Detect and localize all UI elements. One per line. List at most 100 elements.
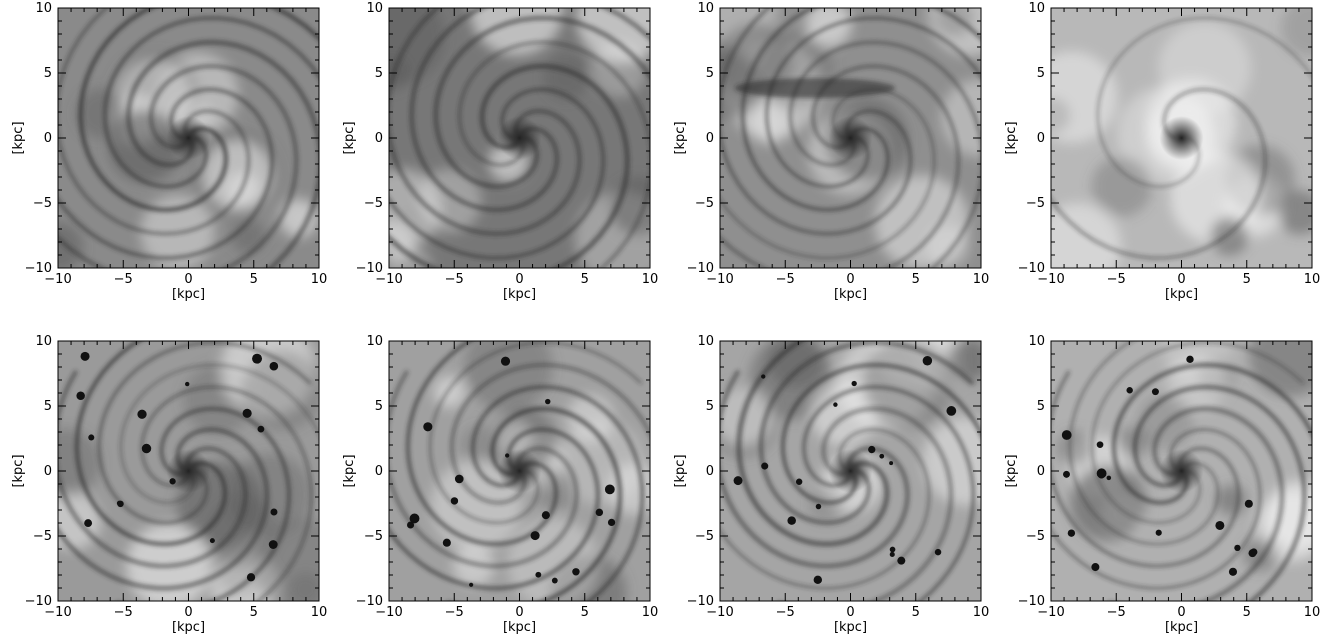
x-tick-label: 5 (250, 272, 258, 287)
x-tick-label: 5 (581, 605, 589, 620)
x-tick-label: −10 (375, 605, 402, 620)
y-tick-label: −10 (25, 594, 52, 609)
panel-p6: −10−10 −5 −5 0 0 5 5 10 10 [kpc] [kpc] (342, 334, 659, 635)
y-tick-label: 5 (1037, 399, 1045, 414)
panel-p4: −10−10 −5 −5 0 0 5 5 10 10 [kpc] [kpc] (1004, 1, 1321, 302)
panel-p7: −10−10 −5 −5 0 0 5 5 10 10 [kpc] [kpc] (673, 334, 990, 635)
x-tick-label: −5 (1107, 272, 1126, 287)
galaxy-image (389, 8, 650, 268)
x-tick-label: −5 (114, 605, 133, 620)
y-tick-label: 10 (366, 1, 383, 16)
y-tick-label: 5 (44, 399, 52, 414)
y-tick-label: 5 (706, 66, 714, 81)
y-tick-label: −10 (687, 261, 714, 276)
x-axis-label: [kpc] (834, 287, 867, 302)
y-tick-label: −10 (1018, 261, 1045, 276)
x-tick-label: 10 (311, 605, 328, 620)
y-tick-label: 10 (1028, 1, 1045, 16)
y-tick-label: −5 (695, 529, 714, 544)
y-tick-label: −10 (356, 261, 383, 276)
x-tick-label: 5 (912, 272, 920, 287)
x-tick-label: 0 (184, 605, 192, 620)
y-tick-label: 0 (44, 131, 52, 146)
x-tick-label: −5 (445, 605, 464, 620)
galaxy-image (58, 341, 319, 601)
y-tick-label: −5 (695, 196, 714, 211)
galaxy-image (58, 8, 319, 268)
x-axis-label: [kpc] (172, 287, 205, 302)
y-tick-label: −10 (25, 261, 52, 276)
y-axis-label: [kpc] (11, 121, 26, 154)
axis-ticks (388, 340, 651, 602)
y-tick-label: −10 (356, 594, 383, 609)
panel-p8: −10−10 −5 −5 0 0 5 5 10 10 [kpc] [kpc] (1004, 334, 1320, 635)
x-tick-label: −10 (706, 272, 733, 287)
y-axis-label: [kpc] (1004, 121, 1019, 154)
x-axis-label: [kpc] (834, 620, 867, 635)
x-tick-label: −5 (776, 272, 795, 287)
y-tick-label: 0 (706, 464, 714, 479)
x-axis-label: [kpc] (172, 620, 205, 635)
axis-ticks (57, 7, 320, 269)
y-tick-label: 0 (706, 131, 714, 146)
galaxy-image (1051, 8, 1312, 268)
y-axis-label: [kpc] (342, 454, 357, 487)
x-tick-label: −10 (44, 272, 71, 287)
axis-ticks (719, 340, 982, 602)
x-axis-label: [kpc] (503, 620, 536, 635)
y-tick-label: 5 (375, 66, 383, 81)
y-axis-label: [kpc] (342, 121, 357, 154)
x-tick-label: 0 (515, 272, 523, 287)
x-tick-label: −5 (776, 605, 795, 620)
y-tick-label: 0 (1037, 464, 1045, 479)
x-tick-label: −10 (706, 605, 733, 620)
x-axis-label: [kpc] (503, 287, 536, 302)
y-tick-label: 5 (44, 66, 52, 81)
y-tick-label: 10 (697, 334, 714, 349)
axis-ticks (388, 7, 651, 269)
y-tick-label: 5 (375, 399, 383, 414)
x-tick-label: −10 (375, 272, 402, 287)
axis-ticks (719, 7, 982, 269)
y-axis-label: [kpc] (673, 121, 688, 154)
x-tick-label: 10 (642, 605, 659, 620)
y-tick-label: 5 (706, 399, 714, 414)
x-tick-label: 10 (311, 272, 328, 287)
y-tick-label: 10 (697, 1, 714, 16)
x-tick-label: 10 (973, 605, 990, 620)
x-tick-label: 10 (973, 272, 990, 287)
x-tick-label: 0 (1177, 272, 1185, 287)
x-tick-label: 0 (184, 272, 192, 287)
x-tick-label: 10 (1304, 272, 1321, 287)
x-axis-label: [kpc] (1165, 287, 1198, 302)
galaxy-image (1051, 341, 1312, 601)
x-tick-label: 5 (250, 605, 258, 620)
axis-ticks (1050, 7, 1313, 269)
y-axis-label: [kpc] (11, 454, 26, 487)
galaxy-image (720, 341, 981, 601)
axis-ticks (57, 340, 320, 602)
x-tick-label: 5 (1243, 605, 1251, 620)
x-tick-label: −5 (445, 272, 464, 287)
y-axis-label: [kpc] (1004, 454, 1019, 487)
y-tick-label: 5 (1037, 66, 1045, 81)
x-tick-label: −5 (1107, 605, 1126, 620)
y-axis-label: [kpc] (673, 454, 688, 487)
y-tick-label: −5 (1026, 529, 1045, 544)
y-tick-label: 10 (1028, 334, 1045, 349)
y-tick-label: 0 (44, 464, 52, 479)
y-tick-label: 10 (35, 334, 52, 349)
y-tick-label: −5 (364, 529, 383, 544)
y-tick-label: 10 (35, 1, 52, 16)
y-tick-label: −5 (33, 196, 52, 211)
x-tick-label: 5 (912, 605, 920, 620)
x-tick-label: 0 (515, 605, 523, 620)
x-axis-label: [kpc] (1165, 620, 1198, 635)
galaxy-image (389, 341, 650, 601)
y-tick-label: 0 (375, 464, 383, 479)
y-tick-label: 10 (366, 334, 383, 349)
y-tick-label: −5 (364, 196, 383, 211)
x-tick-label: 0 (846, 272, 854, 287)
x-tick-label: 5 (1243, 272, 1251, 287)
